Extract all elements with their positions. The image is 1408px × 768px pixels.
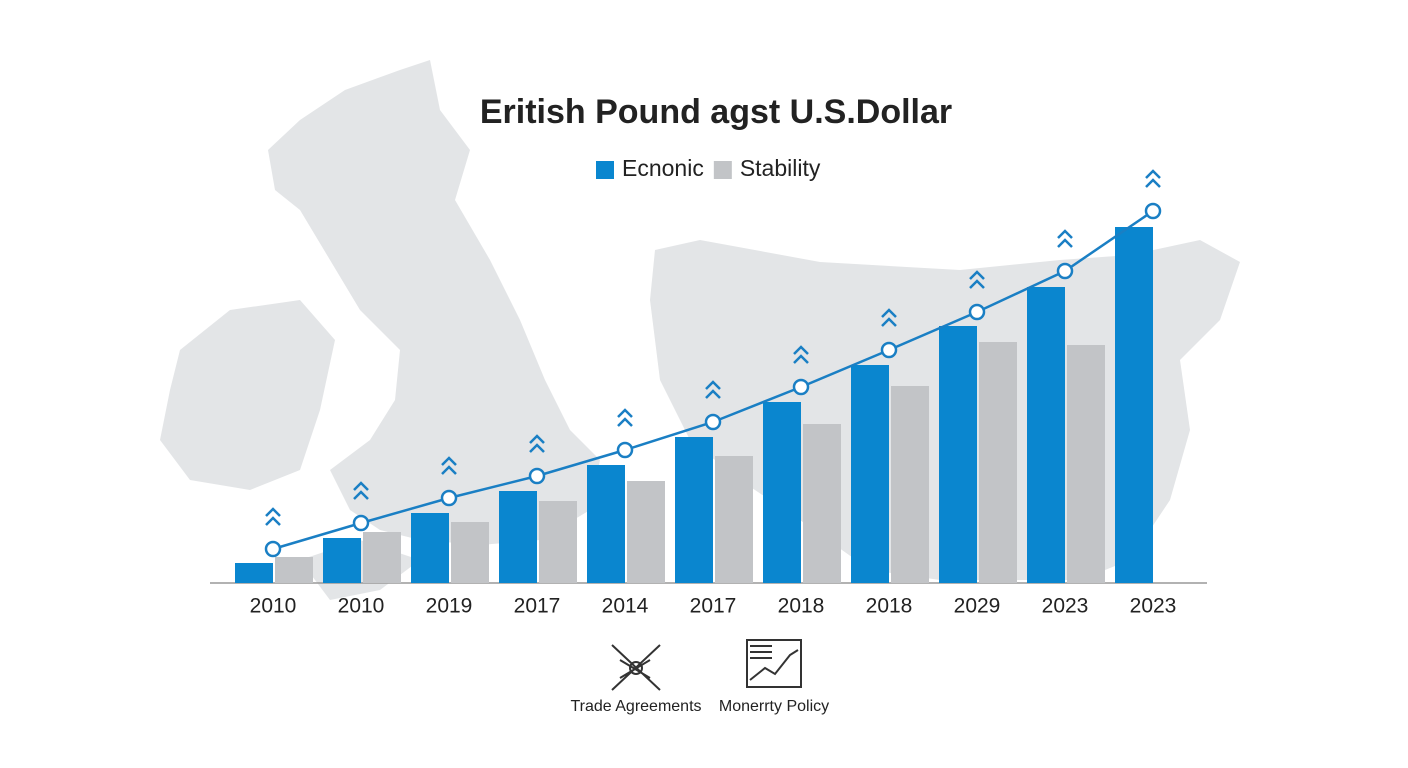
trend-point	[616, 441, 634, 459]
trend-point	[528, 467, 546, 485]
x-tick-label: 2018	[778, 595, 825, 618]
x-tick-label: 2023	[1130, 595, 1177, 618]
bar	[411, 513, 449, 583]
chevron	[1057, 229, 1073, 248]
bar	[451, 522, 489, 583]
trend-point	[440, 489, 458, 507]
trend-point	[792, 378, 810, 396]
bar	[587, 465, 625, 583]
chevron	[265, 507, 281, 526]
bar	[939, 326, 977, 583]
chevron	[1145, 169, 1161, 188]
legend-swatch	[596, 161, 614, 179]
bar	[363, 532, 401, 583]
chevron	[529, 434, 545, 453]
bar	[275, 557, 313, 583]
bar	[851, 365, 889, 583]
chevron	[793, 345, 809, 364]
trend-point	[968, 303, 986, 321]
annotation: Trade Agreements	[570, 698, 701, 715]
bar	[763, 402, 801, 583]
x-tick-label: 2023	[1042, 595, 1089, 618]
legend-label: Ecnonic	[622, 155, 704, 181]
trend-point	[704, 413, 722, 431]
bar	[675, 437, 713, 583]
bar	[715, 456, 753, 583]
x-tick-label: 2017	[514, 595, 561, 618]
x-tick-label: 2010	[250, 595, 297, 618]
chart-title: Eritish Pound agst U.S.Dollar	[480, 93, 952, 131]
x-tick-label: 2010	[338, 595, 385, 618]
bar	[979, 342, 1017, 583]
legend-swatch	[713, 161, 732, 179]
bar	[803, 424, 841, 583]
bar	[235, 563, 273, 583]
bar	[499, 491, 537, 583]
bar	[627, 481, 665, 583]
chevron	[705, 380, 721, 399]
x-tick-label: 2018	[866, 595, 913, 618]
trend-point	[264, 540, 282, 558]
bar	[539, 501, 577, 583]
bar	[1067, 345, 1105, 583]
x-tick-label: 2017	[690, 595, 737, 618]
chevron	[441, 456, 457, 475]
chevron	[881, 308, 897, 327]
bar	[1027, 287, 1065, 583]
chevron	[617, 408, 633, 427]
x-tick-label: 2014	[602, 595, 649, 618]
chevron	[353, 481, 369, 500]
trend-point	[880, 341, 898, 359]
x-tick-label: 2019	[426, 595, 473, 618]
bar	[1115, 227, 1153, 583]
trend-point	[1144, 202, 1162, 220]
footer-icons	[611, 639, 802, 691]
legend-label: Stability	[740, 155, 821, 181]
annotation: Monerrty Policy	[719, 698, 829, 715]
bar	[323, 538, 361, 583]
x-tick-label: 2029	[954, 595, 1001, 618]
bar	[891, 386, 929, 583]
chevron	[969, 270, 985, 289]
trend-point	[352, 514, 370, 532]
trend-point	[1056, 262, 1074, 280]
